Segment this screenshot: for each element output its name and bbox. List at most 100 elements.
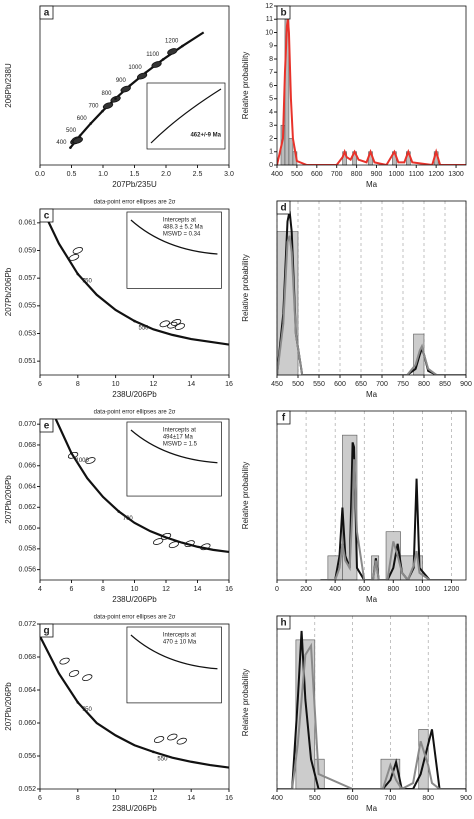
error-ellipse	[102, 102, 114, 110]
error-ellipse	[85, 457, 96, 464]
y-tick-label: 0.072	[18, 621, 36, 628]
age-marker	[128, 84, 132, 87]
y-axis-label: 207Pb/206Pb	[4, 267, 13, 316]
panel-title: data-point error ellipses are 2σ	[94, 615, 176, 621]
x-tick-label: 4	[38, 586, 42, 593]
x-tick-label: 800	[351, 171, 363, 178]
panel-letter: c	[44, 211, 50, 222]
x-tick-label: 2.0	[161, 171, 171, 178]
x-tick-label: 400	[329, 586, 341, 593]
panel-letter-box	[276, 5, 291, 20]
age-marker	[117, 510, 121, 513]
x-tick-label: 1200	[428, 171, 444, 178]
panel-letter: a	[44, 8, 50, 19]
age-marker	[78, 134, 82, 137]
y-tick-label: 7	[269, 69, 273, 76]
panel-letter: b	[280, 8, 286, 19]
x-tick-label: 700	[385, 795, 397, 802]
x-tick-label: 6	[38, 381, 42, 388]
plot-frame	[276, 410, 467, 581]
y-tick-label: 1	[269, 149, 273, 156]
age-label: 400	[56, 140, 67, 146]
age-label: 800	[102, 91, 113, 97]
x-tick-label: 400	[271, 795, 283, 802]
panel-letter: e	[44, 421, 50, 432]
panel-letter-box	[39, 5, 54, 20]
x-tick-label: 3.0	[224, 171, 234, 178]
x-tick-label: 800	[387, 586, 399, 593]
y-tick-label: 0.060	[18, 525, 36, 532]
y-axis-label: 207Pb/206Pb	[4, 682, 13, 731]
y-tick-label: 0.064	[18, 483, 36, 490]
age-label: 900	[116, 78, 127, 84]
x-tick-label: 800	[422, 795, 434, 802]
x-tick-label: 400	[271, 171, 283, 178]
annotation: MSWD = 0.34	[163, 232, 201, 238]
y-tick-label: 0.068	[18, 442, 36, 449]
error-ellipse	[170, 319, 182, 326]
plot-frame	[39, 5, 230, 166]
x-tick-label: 12	[150, 795, 158, 802]
x-tick-label: 0	[275, 586, 279, 593]
plot-frame	[39, 418, 230, 581]
x-tick-label: 0.5	[67, 171, 77, 178]
error-ellipse	[167, 733, 178, 741]
panel-letter: g	[43, 626, 49, 637]
age-marker	[144, 71, 147, 74]
age-marker	[181, 44, 184, 48]
x-axis-label: Ma	[366, 595, 378, 604]
age-label: 1000	[128, 65, 142, 71]
x-tick-label: 1000	[389, 171, 405, 178]
y-tick-label: 11	[266, 16, 273, 23]
x-tick-label: 900	[460, 381, 472, 388]
x-tick-label: 14	[187, 795, 195, 802]
x-tick-label: 500	[292, 381, 304, 388]
x-tick-label: 0.0	[35, 171, 45, 178]
age-marker	[70, 451, 73, 455]
error-ellipse	[168, 541, 180, 549]
plot-frame	[276, 615, 467, 790]
panel-letter: f	[282, 413, 286, 424]
x-tick-label: 1300	[448, 171, 464, 178]
error-ellipse	[82, 674, 93, 682]
x-tick-label: 700	[376, 381, 388, 388]
inset-curve	[130, 634, 218, 670]
age-marker	[101, 109, 104, 113]
annotation: 488.3 ± 5.2 Ma	[163, 225, 204, 231]
annotation: Intercepts at	[163, 428, 196, 434]
x-tick-label: 6	[70, 586, 74, 593]
age-label: 600	[77, 116, 88, 122]
inset	[146, 82, 226, 150]
age-label: 500	[66, 128, 77, 134]
x-tick-label: 450	[271, 381, 283, 388]
y-tick-label: 4	[269, 109, 273, 116]
age-label: 700	[89, 104, 100, 110]
age-marker	[76, 701, 80, 704]
y-axis-label: Relative probability	[241, 462, 250, 530]
panel-title: data-point error ellipses are 2σ	[94, 200, 176, 206]
error-ellipse	[68, 670, 80, 677]
age-label: 550	[157, 756, 168, 762]
annotation: MSWD = 1.5	[163, 442, 198, 448]
x-tick-label: 12	[150, 381, 158, 388]
panel-letter-box	[276, 615, 291, 630]
x-tick-label: 10	[112, 795, 120, 802]
x-tick-label: 1.5	[130, 171, 140, 178]
x-tick-label: 8	[76, 381, 80, 388]
age-label: 750	[82, 279, 93, 285]
error-ellipse	[200, 543, 211, 551]
concordia-curve	[54, 419, 229, 554]
inset-curve	[150, 88, 222, 144]
x-tick-label: 750	[397, 381, 409, 388]
x-tick-label: 14	[187, 381, 195, 388]
x-tick-label: 14	[194, 586, 202, 593]
x-axis-label: 238U/206Pb	[112, 595, 157, 604]
y-tick-label: 0.053	[18, 330, 36, 337]
x-tick-label: 600	[334, 381, 346, 388]
error-ellipse	[167, 48, 178, 55]
error-ellipse	[159, 320, 170, 328]
y-tick-label: 0.064	[18, 687, 36, 694]
plot-frame	[39, 208, 230, 376]
x-tick-label: 1200	[444, 586, 460, 593]
x-tick-label: 16	[225, 795, 233, 802]
